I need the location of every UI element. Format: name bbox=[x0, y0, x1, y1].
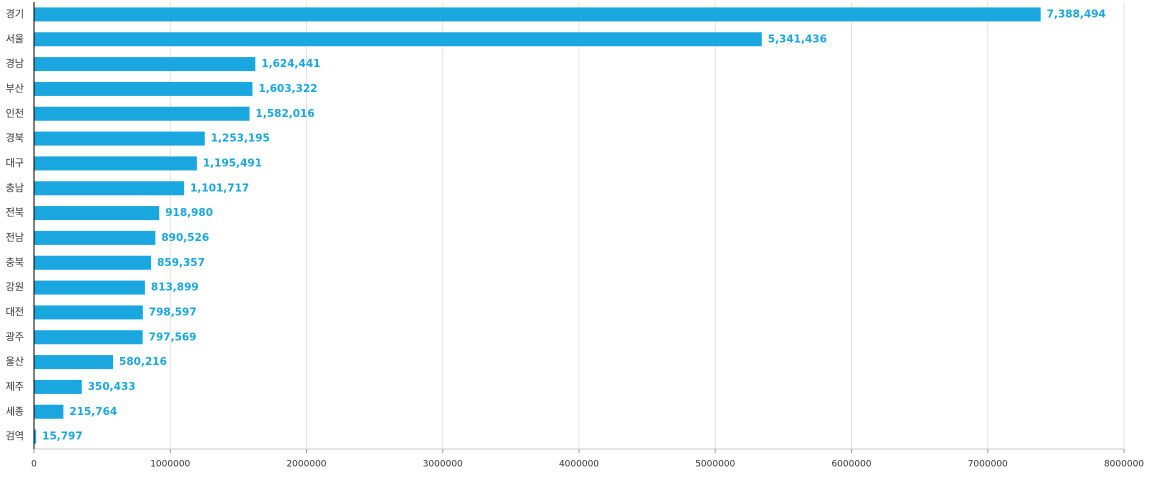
bar bbox=[34, 106, 250, 121]
y-tick-label: 충남 bbox=[6, 182, 24, 194]
y-tick-label: 전남 bbox=[6, 232, 24, 244]
y-tick-label: 대전 bbox=[6, 306, 24, 318]
x-tick-label: 2000000 bbox=[286, 460, 326, 470]
y-tick-label: 경북 bbox=[6, 132, 24, 145]
value-label: 15,797 bbox=[42, 431, 83, 443]
value-label: 1,253,195 bbox=[211, 133, 270, 145]
bar bbox=[34, 404, 64, 419]
y-tick-label: 세종 bbox=[6, 406, 24, 418]
value-label: 813,899 bbox=[151, 282, 199, 294]
bar bbox=[34, 355, 114, 370]
x-tick-label: 4000000 bbox=[559, 460, 599, 470]
x-tick-label: 0 bbox=[31, 460, 37, 470]
value-label: 7,388,494 bbox=[1047, 8, 1106, 20]
bar bbox=[34, 7, 1041, 22]
y-tick-label: 충북 bbox=[6, 257, 24, 269]
y-tick-label: 인천 bbox=[6, 108, 24, 120]
bar bbox=[34, 305, 143, 320]
bar bbox=[34, 429, 37, 444]
value-label: 5,341,436 bbox=[768, 33, 827, 45]
bar bbox=[34, 57, 256, 72]
bar bbox=[34, 379, 82, 394]
y-tick-label: 검역 bbox=[6, 431, 24, 443]
x-tick-label: 1000000 bbox=[150, 460, 190, 470]
y-tick-label: 경남 bbox=[6, 57, 24, 70]
x-tick-label: 5000000 bbox=[695, 460, 735, 470]
y-tick-label: 부산 bbox=[6, 83, 24, 95]
value-label: 859,357 bbox=[157, 257, 205, 269]
bar bbox=[34, 280, 145, 295]
y-tick-label: 울산 bbox=[6, 356, 24, 368]
value-label: 918,980 bbox=[165, 207, 213, 219]
y-tick-label: 서울 bbox=[6, 33, 24, 45]
value-label: 1,624,441 bbox=[261, 58, 320, 70]
bar bbox=[34, 181, 185, 196]
value-label: 798,597 bbox=[149, 306, 197, 318]
y-tick-label: 강원 bbox=[6, 282, 24, 294]
value-label: 580,216 bbox=[119, 356, 167, 368]
value-label: 1,603,322 bbox=[258, 83, 317, 95]
bar bbox=[34, 156, 197, 171]
bar bbox=[34, 330, 143, 345]
value-label: 1,582,016 bbox=[256, 108, 315, 120]
y-tick-label: 광주 bbox=[6, 331, 24, 343]
x-tick-label: 7000000 bbox=[968, 460, 1008, 470]
value-label: 350,433 bbox=[88, 381, 136, 393]
y-tick-label: 제주 bbox=[6, 381, 24, 393]
bar bbox=[34, 32, 762, 47]
bar bbox=[34, 255, 152, 270]
y-tick-label: 전북 bbox=[6, 207, 24, 219]
value-label: 215,764 bbox=[69, 406, 117, 418]
value-label: 1,195,491 bbox=[203, 157, 262, 169]
x-tick-label: 8000000 bbox=[1104, 460, 1144, 470]
x-tick-label: 3000000 bbox=[423, 460, 463, 470]
bar bbox=[34, 131, 205, 146]
value-label: 890,526 bbox=[161, 232, 209, 244]
value-label: 1,101,717 bbox=[190, 182, 249, 194]
x-tick-label: 6000000 bbox=[831, 460, 871, 470]
y-tick-label: 대구 bbox=[6, 157, 24, 169]
bar bbox=[34, 81, 253, 96]
bar bbox=[34, 230, 156, 245]
bar bbox=[34, 206, 160, 221]
value-label: 797,569 bbox=[149, 331, 197, 343]
y-tick-label: 경기 bbox=[6, 7, 24, 20]
